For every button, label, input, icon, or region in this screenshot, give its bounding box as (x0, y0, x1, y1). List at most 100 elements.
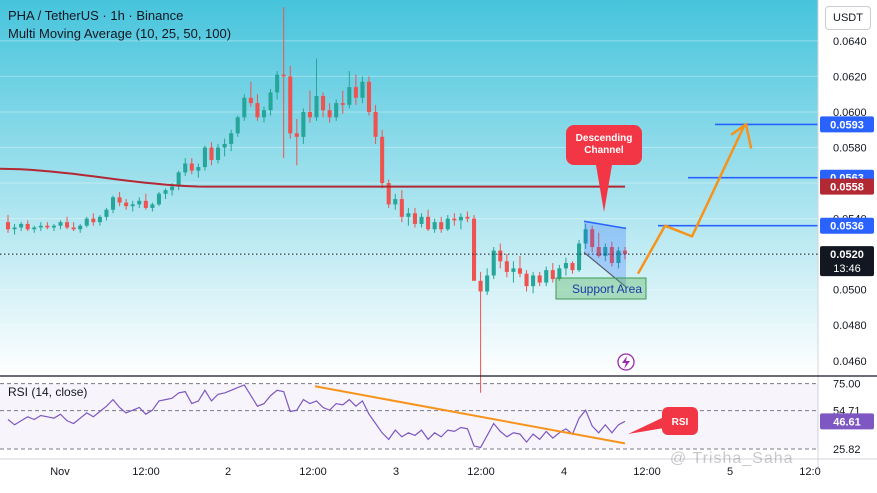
candle-body (45, 225, 50, 228)
candle (301, 108, 306, 144)
candle (12, 223, 17, 235)
currency-button[interactable]: USDT (825, 6, 871, 30)
candle (432, 218, 437, 233)
rsi-current-badge (820, 413, 874, 430)
candle-body (170, 186, 175, 191)
candle (334, 99, 339, 121)
candle (97, 215, 102, 226)
candle (124, 199, 129, 210)
time-tick-label: Nov (50, 466, 70, 478)
candle (84, 216, 89, 228)
candle (360, 76, 365, 104)
candle-body (531, 275, 536, 287)
candle (380, 129, 385, 189)
candle (550, 263, 555, 283)
candle-body (485, 275, 490, 292)
price-tick-label: 0.0620 (833, 71, 867, 83)
candle (570, 261, 575, 274)
candle (491, 247, 496, 280)
candle (609, 241, 614, 267)
time-tick-label: 2 (225, 466, 231, 478)
rsi-callout-pointer (628, 417, 664, 434)
rsi-callout: RSI (628, 407, 698, 435)
candle (471, 215, 477, 281)
candle-body (544, 270, 549, 283)
candle (156, 191, 162, 207)
callout-pointer (596, 165, 612, 212)
candle (176, 170, 181, 191)
candle-body (327, 110, 332, 118)
candle (25, 220, 30, 232)
candle (261, 106, 267, 123)
candle-body (491, 250, 496, 276)
candle (222, 138, 227, 157)
price-level-badge-text: 0.0593 (830, 119, 864, 131)
candle (399, 190, 404, 223)
candle-body (110, 197, 116, 210)
candle-body (65, 222, 70, 228)
candle (603, 243, 608, 262)
rsi-trendline (314, 385, 626, 445)
candle-body (511, 268, 516, 272)
candle (275, 71, 280, 100)
candle-body (97, 216, 102, 223)
candle (485, 268, 490, 296)
candle (412, 207, 417, 228)
candle (393, 193, 398, 210)
candle (406, 207, 411, 226)
candle (616, 247, 621, 269)
candle-body (281, 74, 286, 77)
candle-body (235, 117, 240, 134)
candle-body (71, 227, 76, 230)
candle-body (603, 247, 608, 256)
candle-body (32, 227, 37, 230)
candle-body (255, 103, 260, 118)
lightning-icon[interactable] (617, 353, 635, 371)
callout-box (566, 125, 642, 165)
candle (242, 94, 247, 121)
candle (366, 76, 372, 116)
candle-body (360, 81, 365, 98)
candle (583, 223, 588, 249)
candle-body (550, 270, 555, 280)
candle-body (78, 225, 83, 230)
candle-body (124, 202, 129, 207)
candle-body (183, 163, 188, 173)
candle (65, 216, 70, 230)
price-level-badge (820, 178, 874, 195)
candle-body (452, 218, 457, 221)
candle-body (412, 213, 417, 224)
candle (537, 271, 542, 287)
candle-body (445, 218, 450, 230)
candle (353, 74, 358, 105)
candle (32, 225, 37, 233)
candle (163, 188, 168, 200)
candle (91, 213, 96, 226)
candle-body (616, 250, 621, 264)
candle-body (143, 200, 148, 208)
candle (524, 270, 529, 292)
candle-body (386, 183, 391, 205)
support-area-box (555, 277, 647, 300)
candle (327, 103, 332, 123)
candle-body (471, 218, 477, 281)
price-tick-label: 0.0580 (833, 143, 867, 155)
candle (294, 119, 299, 166)
candle (255, 94, 260, 121)
candle-body (51, 225, 56, 228)
time-tick-label: 12:00 (299, 466, 327, 478)
price-axis-panel (818, 0, 877, 470)
candle (45, 222, 50, 230)
time-tick-label: 12:0 (799, 466, 820, 478)
candle-body (373, 111, 378, 137)
candle (321, 92, 326, 118)
candle (281, 7, 286, 159)
candle-body (596, 247, 601, 256)
rsi-axis-label: 75.00 (833, 379, 861, 391)
candle-body (91, 218, 96, 223)
rsi-callout-text: RSI (672, 417, 689, 428)
candle-body (393, 199, 398, 205)
candle (189, 158, 194, 175)
candle-body (340, 103, 345, 105)
